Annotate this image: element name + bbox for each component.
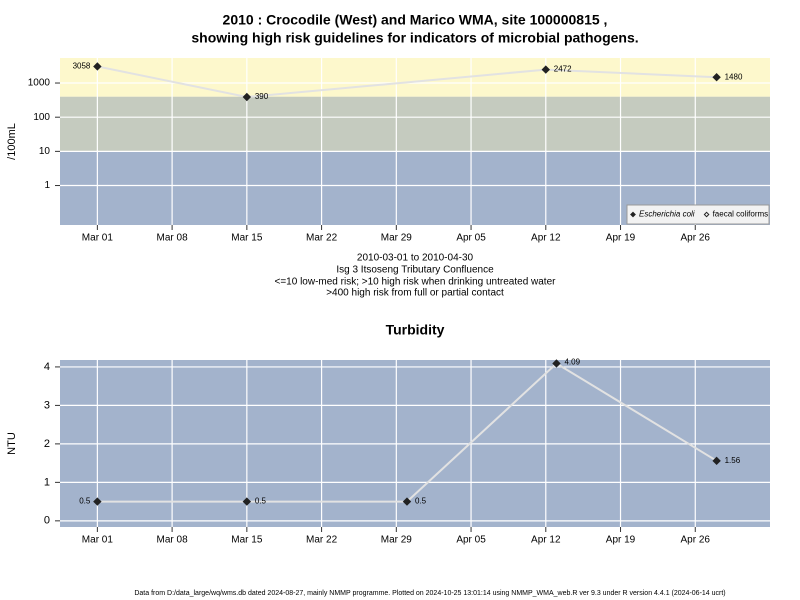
legend-box	[626, 204, 770, 225]
x-tick-label: Mar 29	[381, 535, 413, 546]
y-tick-label: 2	[44, 438, 50, 450]
data-point	[541, 65, 550, 74]
y-axis-label: /100mL	[6, 123, 18, 160]
legend-label: Escherichia coli	[639, 210, 695, 219]
legend-label: faecal coliforms	[713, 210, 769, 219]
data-label: 2472	[554, 65, 572, 74]
x-tick-label: Mar 15	[231, 233, 263, 244]
data-label: 4.09	[564, 358, 580, 367]
data-label: 390	[255, 92, 269, 101]
chart-title: Turbidity	[386, 322, 445, 338]
data-label: 1.56	[725, 456, 741, 465]
x-tick-label: Mar 22	[306, 535, 338, 546]
legend-marker	[630, 211, 636, 218]
data-label: 0.5	[79, 497, 91, 506]
chart-title: showing high risk guidelines for indicat…	[191, 30, 638, 46]
data-point	[242, 497, 252, 506]
x-tick-label: Mar 01	[82, 535, 114, 546]
annotation: >400 high risk from full or partial cont…	[326, 288, 504, 299]
data-label: 0.5	[255, 497, 267, 506]
risk-band	[60, 58, 770, 97]
data-point	[242, 92, 252, 102]
x-tick-label: Apr 12	[531, 535, 561, 546]
y-axis-label: NTU	[6, 432, 18, 455]
annotation: 2010-03-01 to 2010-04-30	[357, 253, 474, 264]
data-label: 1480	[725, 72, 743, 81]
annotation: <=10 low-med risk; >10 high risk when dr…	[275, 277, 557, 288]
data-label: 0.5	[415, 497, 427, 506]
x-tick-label: Mar 29	[381, 233, 413, 244]
y-tick-label: 0	[44, 515, 50, 527]
y-tick-label: 100	[33, 112, 50, 123]
y-tick-label: 10	[39, 146, 51, 157]
x-tick-label: Mar 01	[82, 233, 114, 244]
series-line	[97, 65, 717, 99]
x-tick-label: Mar 08	[157, 233, 189, 244]
data-point	[552, 359, 561, 368]
data-point	[712, 456, 721, 466]
data-point	[93, 497, 102, 506]
data-point	[712, 73, 721, 82]
y-tick-label: 1000	[28, 78, 51, 89]
data-point	[402, 497, 412, 506]
y-tick-label: 3	[44, 399, 50, 411]
x-tick-label: Apr 05	[456, 535, 486, 546]
annotation: Isg 3 Itsoseng Tributary Confluence	[336, 265, 494, 276]
x-tick-label: Apr 26	[681, 233, 711, 244]
legend-marker	[703, 211, 710, 218]
footer: Data from D:/data_large/wq/wms.db dated …	[134, 590, 725, 597]
y-tick-label: 1	[44, 476, 50, 488]
x-tick-label: Apr 26	[681, 535, 711, 546]
x-tick-label: Mar 15	[231, 535, 263, 546]
chart-title: 2010 : Crocodile (West) and Marico WMA, …	[223, 12, 608, 28]
x-tick-label: Mar 22	[306, 233, 338, 244]
x-tick-label: Apr 19	[606, 535, 636, 546]
y-tick-label: 1	[44, 180, 50, 191]
risk-band	[60, 96, 770, 152]
x-tick-label: Apr 12	[531, 233, 561, 244]
data-point	[93, 62, 102, 71]
x-tick-label: Mar 08	[157, 535, 189, 546]
x-tick-label: Apr 05	[456, 233, 486, 244]
x-tick-label: Apr 19	[606, 233, 636, 244]
data-label: 3058	[73, 62, 91, 71]
y-tick-label: 4	[44, 361, 50, 373]
